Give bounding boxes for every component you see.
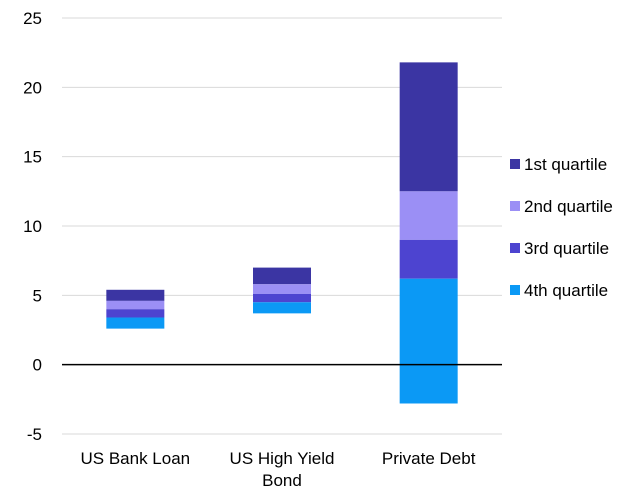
legend-swatch: [510, 201, 520, 211]
legend-item: 1st quartile: [510, 155, 607, 174]
bar-segment: [106, 309, 165, 318]
bars: [106, 62, 458, 404]
legend: 1st quartile 2nd quartile 3rd quartile 4th …: [510, 155, 613, 300]
bar-segment: [106, 317, 165, 329]
legend-item: 2nd quartile: [510, 197, 613, 216]
y-tick-label: 25: [23, 9, 42, 28]
y-tick-label: 15: [23, 148, 42, 167]
bar-segment: [106, 300, 165, 310]
y-tick-label: -5: [27, 425, 42, 444]
y-tick-label: 20: [23, 78, 42, 97]
x-category-label: Private Debt: [382, 449, 476, 468]
y-tick-label: 0: [33, 356, 42, 375]
legend-swatch: [510, 159, 520, 169]
bar-segment: [399, 62, 458, 192]
legend-item: 4th quartile: [510, 281, 608, 300]
bar-segment: [253, 302, 311, 314]
legend-swatch: [510, 243, 520, 253]
legend-label: 1st quartile: [524, 155, 607, 174]
legend-swatch: [510, 285, 520, 295]
y-tick-label: 5: [33, 286, 42, 305]
bar-segment: [253, 284, 311, 294]
x-axis-category-labels: US Bank Loan US High Yield Bond Private Deb…: [81, 449, 476, 490]
legend-label: 4th quartile: [524, 281, 608, 300]
bar-segment: [399, 239, 458, 279]
bar-segment: [106, 289, 165, 301]
y-axis-tick-labels: -5 0 5 10 15 20 25: [23, 9, 42, 444]
x-category-label: US High Yield Bond: [230, 449, 335, 490]
bar-segment: [399, 278, 458, 404]
bar-segment: [253, 293, 311, 303]
x-category-label: US Bank Loan: [81, 449, 191, 468]
legend-label: 3rd quartile: [524, 239, 609, 258]
bar-segment: [399, 191, 458, 240]
legend-label: 2nd quartile: [524, 197, 613, 216]
bar-segment: [253, 267, 311, 285]
legend-item: 3rd quartile: [510, 239, 609, 258]
y-tick-label: 10: [23, 217, 42, 236]
